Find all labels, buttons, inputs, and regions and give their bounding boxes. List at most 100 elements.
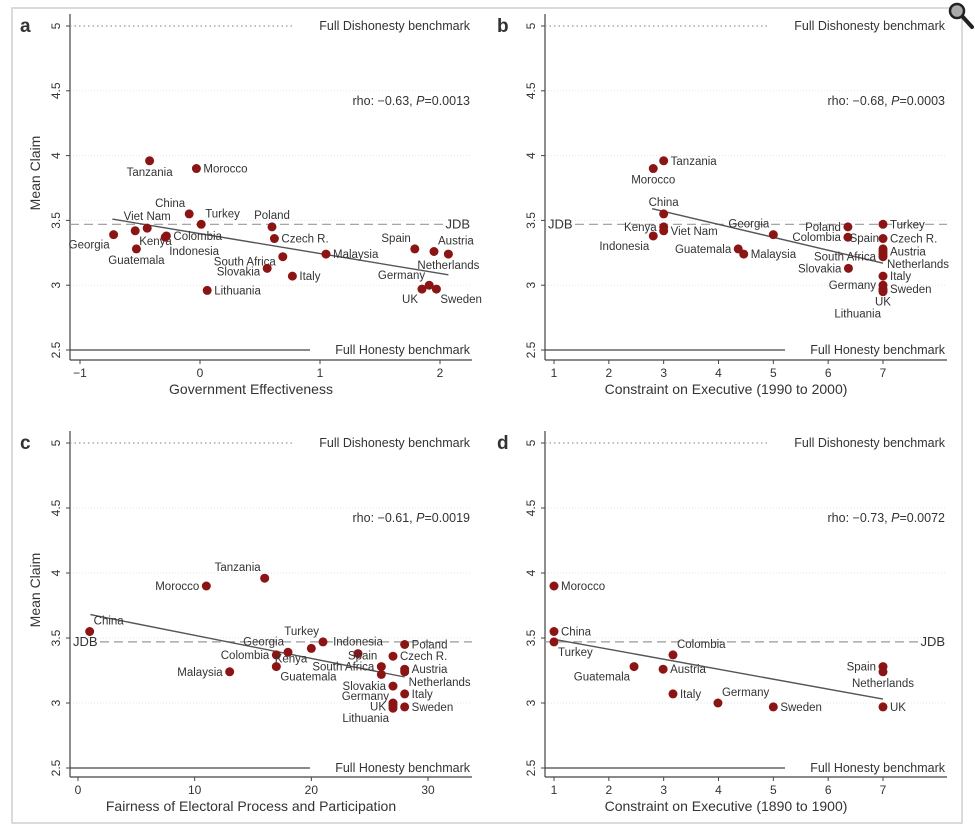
data-point xyxy=(400,689,410,699)
point-label: Turkey xyxy=(890,219,925,231)
trend-line xyxy=(651,208,884,264)
point-label: Georgia xyxy=(243,636,285,648)
data-point xyxy=(109,230,119,240)
point-label: Indonesia xyxy=(599,241,649,253)
rho-p-value: =0.0019 xyxy=(424,511,470,525)
y-tick-label: 4.5 xyxy=(49,499,63,516)
data-point xyxy=(201,581,211,591)
point-label: Turkey xyxy=(284,626,319,638)
data-point xyxy=(130,226,140,236)
point-label: Spain xyxy=(847,662,876,674)
point-label: Colombia xyxy=(677,639,726,651)
point-label: Italy xyxy=(680,689,701,701)
data-point xyxy=(739,249,749,259)
rho-annotation: rho: −0.73, xyxy=(828,511,892,525)
point-label: Lithuania xyxy=(214,285,261,297)
point-label: Malaysia xyxy=(333,249,379,261)
data-point xyxy=(878,219,888,229)
data-point xyxy=(659,209,669,219)
y-tick-label: 4 xyxy=(49,152,63,159)
point-label: UK xyxy=(402,294,418,306)
data-point xyxy=(659,226,669,236)
data-point xyxy=(410,244,420,254)
full-honesty-label: Full Honesty benchmark xyxy=(335,761,471,775)
figure-frame xyxy=(11,7,963,824)
point-label: Colombia xyxy=(173,231,222,243)
data-point xyxy=(668,689,678,699)
x-axis-title: Government Effectiveness xyxy=(169,381,333,397)
point-label: Slovakia xyxy=(217,266,261,278)
full-dishonesty-label: Full Dishonesty benchmark xyxy=(319,19,471,33)
point-label: Malaysia xyxy=(751,249,797,261)
point-label: Poland xyxy=(412,640,448,652)
data-point xyxy=(400,640,410,649)
x-tick-label: 20 xyxy=(305,783,319,797)
point-label: UK xyxy=(370,702,386,714)
magnifier-icon[interactable] xyxy=(948,2,974,29)
x-axis-title: Fairness of Electoral Process and Partic… xyxy=(106,798,396,814)
y-tick-label: 4 xyxy=(49,569,63,576)
y-tick-label: 2.5 xyxy=(49,759,63,776)
point-label: Colombia xyxy=(792,232,841,244)
data-point xyxy=(658,664,668,674)
data-point xyxy=(278,252,288,262)
data-point xyxy=(443,249,453,259)
y-tick-label: 4.5 xyxy=(524,82,538,99)
jdb-label: JDB xyxy=(920,634,945,649)
y-tick-label: 3.5 xyxy=(524,212,538,229)
point-label: Guatemala xyxy=(675,244,732,256)
rho-annotation: rho: −0.63, xyxy=(353,94,417,108)
data-point xyxy=(142,223,152,233)
rho-p-label: P xyxy=(416,94,425,108)
y-tick-label: 5 xyxy=(49,22,63,29)
data-point xyxy=(878,249,888,259)
data-point xyxy=(648,231,658,241)
data-point xyxy=(843,222,853,232)
rho-p-value: =0.0003 xyxy=(899,94,945,108)
data-point xyxy=(549,637,559,647)
y-tick-label: 4 xyxy=(524,152,538,159)
full-dishonesty-label: Full Dishonesty benchmark xyxy=(794,19,946,33)
full-honesty-label: Full Honesty benchmark xyxy=(810,343,946,357)
data-point xyxy=(768,230,778,240)
data-point xyxy=(549,627,559,636)
data-point xyxy=(843,232,853,242)
point-label: Kenya xyxy=(275,653,308,665)
point-label: Sweden xyxy=(440,294,482,306)
data-point xyxy=(191,164,201,174)
point-label: Italy xyxy=(890,271,911,283)
point-label: Czech R. xyxy=(281,234,328,246)
y-tick-label: 3 xyxy=(49,282,63,289)
point-label: Morocco xyxy=(561,581,605,593)
point-label: Colombia xyxy=(221,650,270,662)
data-point xyxy=(429,247,439,257)
x-tick-label: 5 xyxy=(770,366,777,380)
data-point xyxy=(424,280,434,290)
data-point xyxy=(878,287,888,297)
panel-d: d 2.5 3 3.5 4 4.5 5 1 2 3 4 5 6 7 Constraint on Execut… xyxy=(497,431,947,814)
point-label: Sweden xyxy=(890,284,932,296)
x-tick-label: 7 xyxy=(880,366,887,380)
x-tick-label: 1 xyxy=(551,366,558,380)
point-label: Georgia xyxy=(69,240,111,252)
point-label: Poland xyxy=(805,222,841,234)
x-tick-label: 4 xyxy=(715,366,722,380)
point-label: Poland xyxy=(254,210,290,222)
point-label: Lithuania xyxy=(342,713,389,725)
y-tick-label: 3.5 xyxy=(49,212,63,229)
point-label: Netherlands xyxy=(417,260,479,272)
point-label: Austria xyxy=(438,236,474,248)
trend-line xyxy=(553,638,884,700)
y-tick-label: 2.5 xyxy=(49,341,63,358)
x-tick-label: 6 xyxy=(825,783,832,797)
x-tick-label: −1 xyxy=(73,366,87,380)
point-label: South Africa xyxy=(814,252,877,264)
data-point xyxy=(85,627,95,636)
x-tick-label: 6 xyxy=(825,366,832,380)
point-label: Morocco xyxy=(155,581,199,593)
x-tick-label: 2 xyxy=(605,366,612,380)
trend-line xyxy=(90,613,405,678)
x-tick-label: 2 xyxy=(437,366,444,380)
point-label: Czech R. xyxy=(890,234,937,246)
